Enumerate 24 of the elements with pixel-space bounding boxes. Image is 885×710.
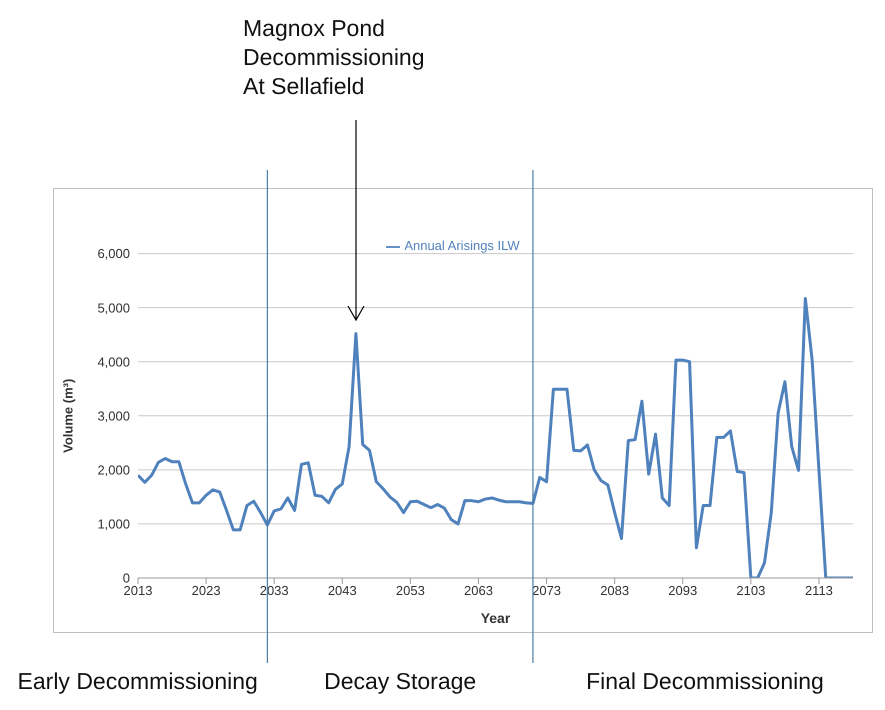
text: Magnox Pond Decommissioning At Sellafield [243,14,425,101]
y-tick-label: 0 [122,570,130,586]
x-tick-label: 2093 [668,583,698,598]
x-tick-label: 2103 [736,583,766,598]
x-axis-title: Year [480,610,511,626]
x-tick-label: 2053 [396,583,425,598]
text: Final Decommissioning [585,668,825,695]
y-axis-title: Volume (m³) [60,378,76,453]
y-tick-label: 2,000 [97,462,130,478]
x-tick-label: 2083 [600,583,630,598]
y-tick-label: 6,000 [97,246,130,262]
y-tick-label: 5,000 [97,300,130,316]
x-tick-label: 2113 [804,583,833,598]
x-tick-label: 2013 [124,583,152,598]
y-tick-label: 4,000 [97,354,130,370]
text: Early Decommissioning [16,668,259,695]
legend-label: Annual Arisings ILW [404,238,520,253]
text: Decay Storage [323,668,478,695]
x-tick-label: 2043 [328,583,357,598]
y-tick-label: 1,000 [97,516,130,532]
x-tick-label: 2073 [532,583,562,598]
y-tick-label: 3,000 [97,408,130,424]
x-tick-label: 2023 [192,583,221,598]
x-tick-label: 2063 [464,583,493,598]
